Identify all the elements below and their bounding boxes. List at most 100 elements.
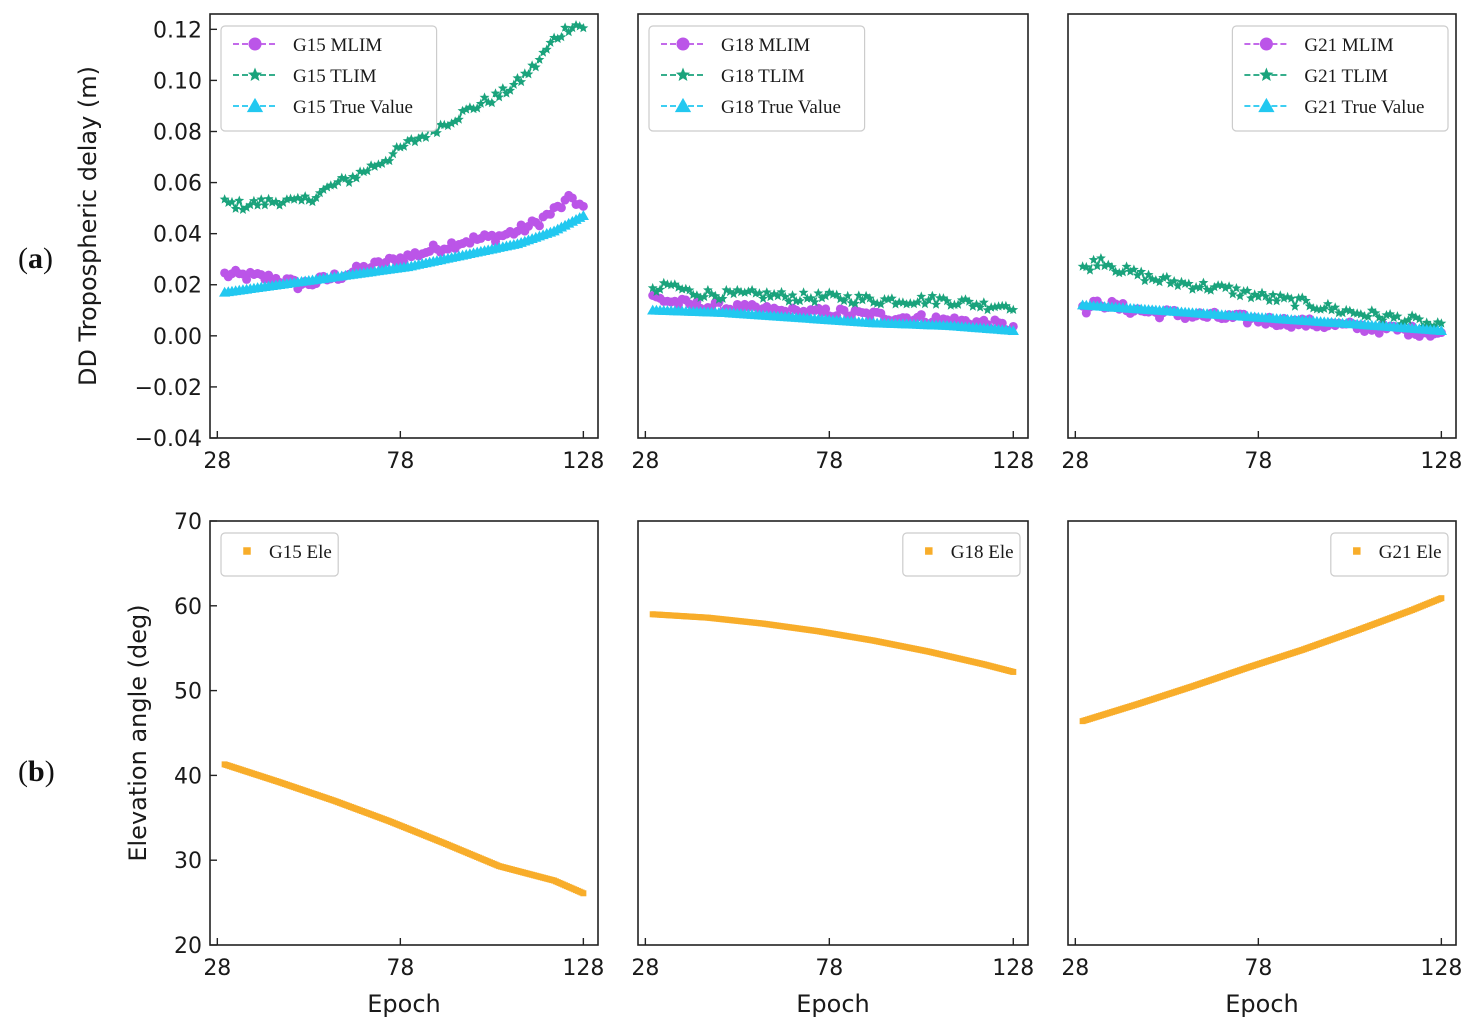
series-group [649, 611, 1017, 675]
data-point [307, 196, 318, 207]
data-point [691, 290, 702, 300]
series-group [219, 20, 589, 297]
chart-b3: 28 78 128 Epoch G21 Ele [1061, 520, 1462, 1018]
data-point [978, 297, 989, 307]
x-tick-label: 128 [992, 956, 1034, 981]
data-point [1176, 276, 1187, 287]
data-point [461, 104, 472, 114]
x-tick-label: 128 [562, 956, 604, 981]
data-point [1355, 309, 1366, 319]
data-point [798, 287, 809, 297]
data-point [990, 301, 1000, 312]
data-point [1249, 289, 1260, 299]
data-point [1227, 289, 1238, 299]
legend-item-mlim: G21 MLIM [1244, 35, 1394, 56]
data-point [1136, 266, 1147, 276]
data-point [1268, 289, 1278, 300]
data-point [242, 274, 252, 284]
data-point [479, 92, 490, 102]
legend-label: G18 Ele [951, 542, 1014, 563]
legend-marker [248, 37, 262, 51]
data-point [783, 296, 794, 306]
data-point [850, 298, 860, 308]
data-point [1438, 595, 1445, 602]
data-point [677, 284, 688, 294]
data-point [1286, 293, 1297, 303]
data-point [399, 141, 409, 151]
data-point [923, 295, 934, 305]
data-point [1150, 275, 1161, 285]
x-tick-label: 78 [386, 449, 414, 474]
data-point [1260, 291, 1271, 301]
data-point [1165, 278, 1176, 288]
legend-marker [676, 37, 690, 51]
data-point [358, 166, 369, 177]
legend-box [220, 25, 438, 132]
series-group [647, 277, 1019, 336]
legend-label: G21 TLIM [1304, 66, 1388, 87]
data-point [747, 284, 757, 295]
data-point [960, 294, 971, 304]
data-point [1414, 314, 1425, 324]
data-point [516, 76, 527, 87]
data-point [787, 290, 798, 300]
data-point [1330, 302, 1341, 312]
data-point [344, 177, 354, 187]
data-point [296, 195, 307, 205]
data-point [1194, 282, 1205, 292]
data-point [1224, 281, 1234, 291]
data-point [271, 196, 281, 206]
data-point [890, 299, 901, 309]
data-point [898, 297, 908, 307]
data-point [956, 294, 967, 305]
data-point [1158, 272, 1169, 282]
x-tick-label: 28 [631, 956, 659, 981]
data-point [912, 297, 923, 307]
data-point [252, 200, 263, 210]
data-point [1238, 286, 1249, 296]
x-tick-label: 128 [1420, 449, 1462, 474]
data-point [1279, 293, 1289, 303]
y-tick-label: 0.00 [153, 325, 202, 350]
series-tlim [219, 20, 589, 214]
legend: G15 MLIM G15 TLIM G15 True Value [220, 25, 438, 132]
data-point [1205, 285, 1216, 295]
data-point [971, 299, 982, 309]
data-point [468, 103, 479, 114]
y-tick-label: 70 [174, 510, 202, 535]
data-point [263, 193, 274, 204]
y-tick-label: 60 [174, 595, 202, 620]
data-point [1235, 291, 1245, 301]
chart-b2: 28 78 128 Epoch G18 Ele [631, 520, 1034, 1018]
legend-marker [247, 67, 263, 81]
data-point [1088, 254, 1099, 264]
data-point [490, 88, 501, 98]
data-point [260, 200, 270, 210]
data-point [560, 22, 570, 32]
data-point [1092, 261, 1103, 271]
y-tick-label: 20 [174, 934, 202, 959]
data-point [377, 158, 387, 168]
data-point [673, 282, 684, 292]
y-tick-label: −0.04 [135, 427, 202, 452]
data-point [1216, 280, 1227, 290]
data-point [993, 301, 1004, 311]
legend-label: G21 Ele [1379, 542, 1442, 563]
data-point [901, 299, 912, 309]
data-point [497, 83, 508, 93]
data-point [1271, 296, 1282, 306]
data-point [432, 127, 442, 138]
data-point [538, 47, 548, 57]
data-point [883, 294, 894, 304]
x-tick-label: 28 [203, 956, 231, 981]
legend-box [1330, 532, 1449, 577]
data-point [1007, 325, 1019, 335]
data-point [717, 293, 728, 303]
data-point [1118, 267, 1128, 277]
data-point [909, 298, 919, 309]
legend-item-true: G21 True Value [1244, 97, 1424, 118]
data-point [938, 293, 949, 303]
data-point [942, 295, 952, 306]
x-tick-label: 28 [1061, 449, 1089, 474]
